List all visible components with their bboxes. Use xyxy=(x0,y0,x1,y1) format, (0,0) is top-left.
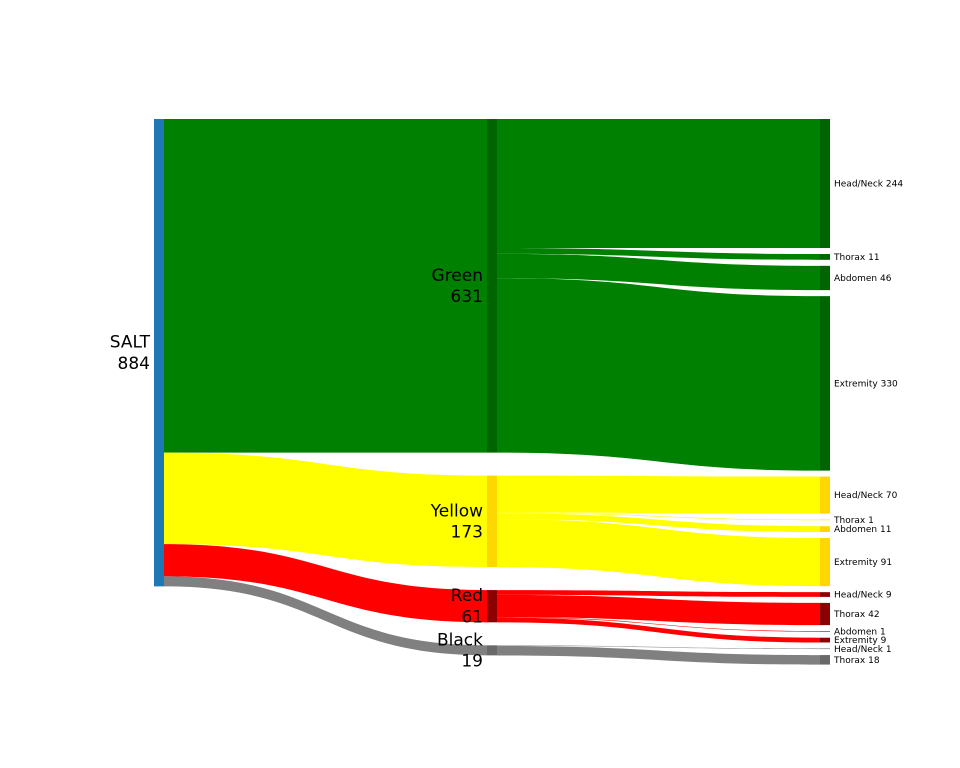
region-name: Extremity xyxy=(834,558,878,568)
region-label-yellow-extremity: Extremity 91 xyxy=(834,558,892,568)
node-label-yellow: Yellow 173 xyxy=(430,501,483,542)
region-value: 91 xyxy=(881,558,892,568)
region-label-red-abdomen: Abdomen 1 xyxy=(834,627,886,637)
region-label-red-head-neck: Head/Neck 9 xyxy=(834,591,892,601)
node-name-black: Black xyxy=(437,630,483,650)
sankey-links xyxy=(164,119,820,665)
region-name: Abdomen xyxy=(834,627,877,637)
node-red-abdomen xyxy=(820,631,830,632)
node-name-red: Red xyxy=(451,586,483,606)
node-black xyxy=(487,645,497,656)
region-value: 11 xyxy=(880,525,891,535)
link-salt-green xyxy=(164,119,487,453)
link-green-abdomen xyxy=(497,253,820,291)
region-label-green-extremity: Extremity 330 xyxy=(834,379,898,389)
link-red-head-neck xyxy=(497,590,820,597)
node-salt xyxy=(154,119,164,587)
node-black-thorax xyxy=(820,655,830,665)
node-yellow xyxy=(487,475,497,568)
sankey-nodes xyxy=(154,119,830,665)
link-salt-yellow xyxy=(164,452,487,568)
region-name: Extremity xyxy=(834,636,878,646)
link-red-extremity xyxy=(497,617,820,643)
region-label-green-thorax: Thorax 11 xyxy=(833,253,880,263)
region-value: 9 xyxy=(881,636,887,646)
region-label-black-head-neck: Head/Neck 1 xyxy=(834,645,892,655)
link-yellow-thorax xyxy=(497,512,820,521)
region-name: Extremity xyxy=(834,379,878,389)
node-name-green: Green xyxy=(432,266,483,286)
node-name-salt: SALT xyxy=(110,333,151,353)
region-label-yellow-head-neck: Head/Neck 70 xyxy=(834,491,898,501)
node-value-red: 61 xyxy=(461,607,483,627)
region-name: Abdomen xyxy=(834,274,877,284)
region-value: 46 xyxy=(880,274,892,284)
region-label-green-head-neck: Head/Neck 244 xyxy=(834,180,903,190)
region-name: Thorax xyxy=(833,656,866,666)
node-black-head-neck xyxy=(820,648,830,650)
link-green-thorax xyxy=(497,248,820,260)
node-green-thorax xyxy=(820,254,830,260)
node-yellow-thorax xyxy=(820,519,830,521)
node-value-salt: 884 xyxy=(118,354,150,374)
node-value-black: 19 xyxy=(461,652,483,672)
node-yellow-extremity xyxy=(820,538,830,587)
node-value-green: 631 xyxy=(451,287,483,307)
node-red-extremity xyxy=(820,637,830,643)
link-yellow-head-neck xyxy=(497,475,820,514)
region-value: 42 xyxy=(868,610,879,620)
region-name: Head/Neck xyxy=(834,645,884,655)
link-salt-black xyxy=(164,576,487,656)
region-name: Thorax xyxy=(833,253,866,263)
node-green-extremity xyxy=(820,296,830,471)
region-value: 244 xyxy=(886,180,903,190)
link-green-extremity xyxy=(497,278,820,471)
region-value: 11 xyxy=(868,253,879,263)
region-label-black-thorax: Thorax 18 xyxy=(833,656,880,666)
region-label-red-extremity: Extremity 9 xyxy=(834,636,887,646)
node-yellow-abdomen xyxy=(820,526,830,533)
region-name: Abdomen xyxy=(834,525,877,535)
link-black-thorax xyxy=(497,645,820,665)
link-yellow-extremity xyxy=(497,519,820,587)
node-label-red: Red 61 xyxy=(451,586,483,627)
node-name-yellow: Yellow xyxy=(430,501,483,521)
node-label-green: Green 631 xyxy=(432,266,483,307)
node-red xyxy=(487,590,497,623)
node-red-head-neck xyxy=(820,592,830,597)
region-name: Thorax xyxy=(833,610,866,620)
region-name: Head/Neck xyxy=(834,180,884,190)
node-yellow-head-neck xyxy=(820,476,830,514)
node-green xyxy=(487,119,497,453)
region-label-yellow-abdomen: Abdomen 11 xyxy=(834,525,891,535)
link-salt-red xyxy=(164,544,487,623)
node-red-thorax xyxy=(820,602,830,626)
node-green-abdomen xyxy=(820,265,830,291)
link-red-abdomen xyxy=(497,617,820,632)
region-name: Head/Neck xyxy=(834,591,884,601)
region-label-green-abdomen: Abdomen 46 xyxy=(834,274,892,284)
node-label-black: Black 19 xyxy=(437,630,483,671)
region-label-red-thorax: Thorax 42 xyxy=(833,610,880,620)
region-value: 330 xyxy=(881,379,898,389)
node-label-salt: SALT 884 xyxy=(110,333,151,374)
region-value: 70 xyxy=(886,491,898,501)
link-green-head-neck xyxy=(497,119,820,249)
region-value: 1 xyxy=(886,645,892,655)
link-black-head-neck xyxy=(497,645,820,650)
region-label-yellow-thorax: Thorax 1 xyxy=(833,516,874,526)
node-value-yellow: 173 xyxy=(451,523,483,543)
region-value: 1 xyxy=(868,516,874,526)
region-value: 18 xyxy=(868,656,880,666)
region-name: Thorax xyxy=(833,516,866,526)
link-yellow-abdomen xyxy=(497,513,820,533)
link-red-thorax xyxy=(497,594,820,626)
region-value: 9 xyxy=(886,591,892,601)
region-value: 1 xyxy=(880,627,886,637)
node-green-head-neck xyxy=(820,119,830,249)
region-name: Head/Neck xyxy=(834,491,884,501)
